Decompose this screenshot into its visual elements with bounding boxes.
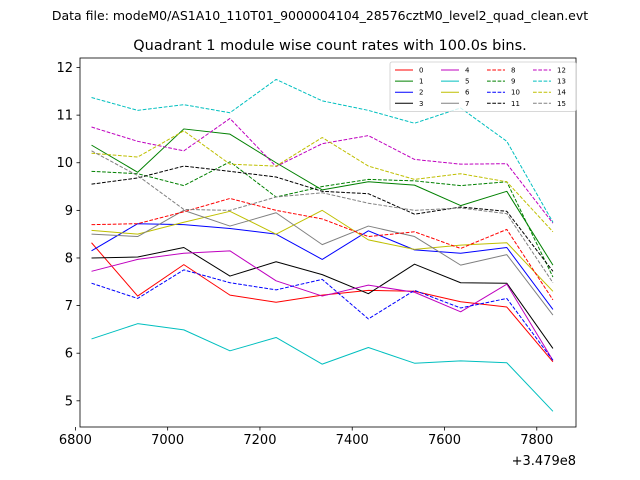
x-tick-label: 7200: [243, 433, 276, 448]
series-line-11: [91, 165, 554, 272]
legend-label-9: 9: [511, 78, 515, 86]
legend-label-13: 13: [557, 78, 566, 86]
series-line-14: [91, 130, 554, 233]
legend-label-14: 14: [557, 89, 566, 97]
x-tick-label: 7800: [520, 433, 553, 448]
legend-label-8: 8: [511, 67, 515, 75]
legend-label-2: 2: [419, 89, 423, 97]
y-tick-label: 6: [65, 347, 73, 362]
legend-label-1: 1: [419, 78, 423, 86]
series-line-3: [91, 247, 554, 349]
legend-label-10: 10: [511, 89, 520, 97]
y-tick-label: 7: [65, 299, 73, 314]
series-line-1: [91, 128, 554, 266]
y-tick-label: 9: [65, 204, 73, 219]
legend-label-11: 11: [511, 100, 520, 108]
axes: 6800 7000 7200 7400 7600 7800+3.479e856789101…: [56, 57, 577, 469]
axes-frame: [79, 57, 577, 428]
y-tick-label: 11: [56, 109, 73, 124]
legend-label-4: 4: [465, 67, 470, 75]
y-tick-label: 8: [65, 251, 73, 266]
x-offset-label: +3.479e8: [512, 454, 576, 469]
series-line-8: [91, 197, 554, 301]
chart-title: Quadrant 1 module wise count rates with …: [133, 38, 527, 54]
legend-label-12: 12: [557, 67, 566, 75]
x-tick-label: 6800: [59, 433, 92, 448]
series-line-15: [91, 150, 554, 284]
series-line-10: [91, 269, 554, 361]
figure-suptitle: Data file: modeM0/AS1A10_110T01_90000041…: [52, 8, 588, 23]
x-tick-label: 7400: [336, 433, 369, 448]
series-line-6: [91, 209, 554, 292]
x-tick-label: 7600: [428, 433, 461, 448]
y-tick-label: 10: [56, 156, 73, 171]
y-tick-label: 12: [56, 61, 73, 76]
plot-area: [91, 78, 554, 412]
x-tick-label: 7000: [151, 433, 184, 448]
series-line-2: [91, 223, 554, 310]
series-line-12: [91, 117, 554, 224]
legend-label-5: 5: [465, 78, 469, 86]
series-line-7: [91, 209, 554, 316]
series-line-5: [91, 323, 554, 412]
series-line-9: [91, 161, 554, 278]
legend-label-0: 0: [419, 67, 423, 75]
legend-label-3: 3: [419, 100, 423, 108]
legend-label-7: 7: [465, 100, 469, 108]
legend-label-6: 6: [465, 89, 470, 97]
legend-frame: [389, 61, 577, 112]
legend-label-15: 15: [557, 100, 566, 108]
series-line-4: [91, 250, 554, 361]
series-line-0: [91, 242, 554, 363]
series-line-13: [91, 78, 554, 223]
y-tick-label: 5: [65, 394, 73, 409]
